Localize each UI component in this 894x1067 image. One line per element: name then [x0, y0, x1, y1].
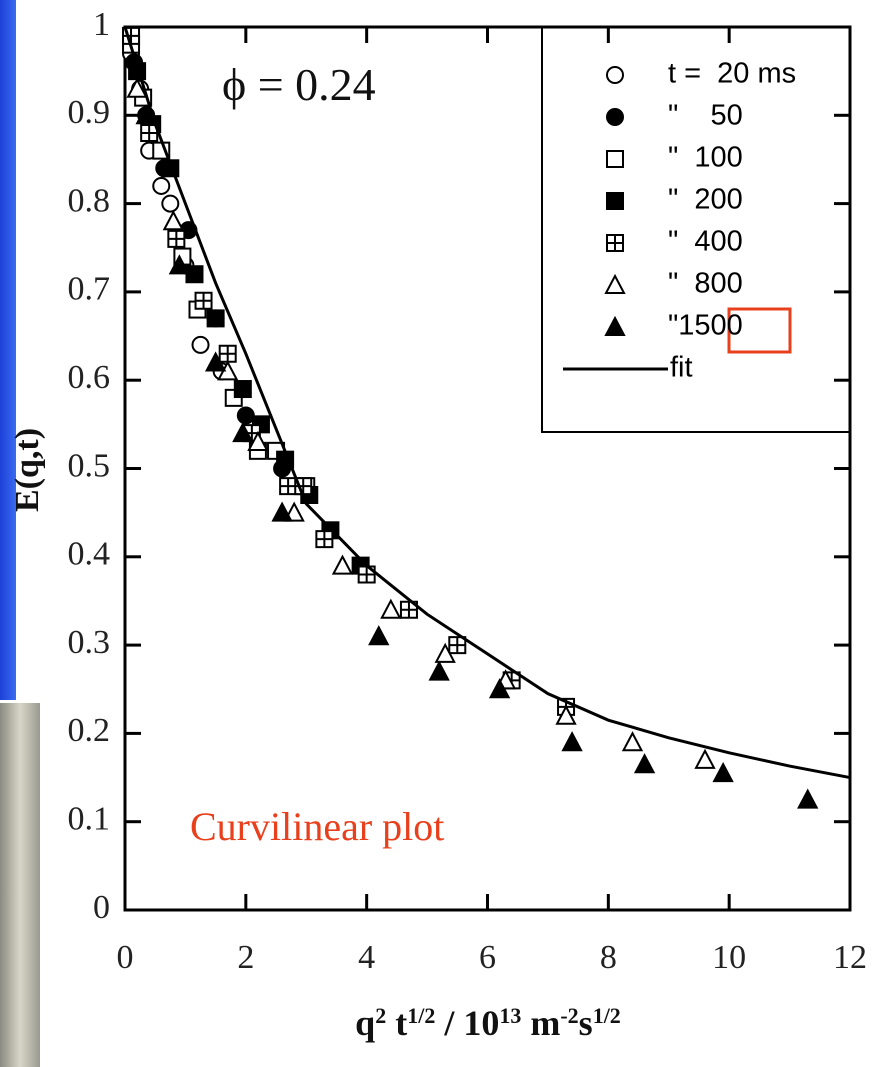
data-point [488, 678, 511, 699]
x-axis-label: q2 t1/2 / 1013 m-2s1/2 [355, 1003, 621, 1044]
legend-label: fit [670, 352, 693, 384]
data-point [434, 642, 456, 663]
x-label-part: t [386, 1003, 407, 1043]
data-point [621, 731, 644, 752]
data-point [368, 625, 390, 646]
data-point [712, 761, 734, 783]
x-label-part: / 10 [435, 1003, 499, 1043]
photo-fragment [0, 703, 40, 1067]
legend-label: " 100 [668, 142, 743, 174]
data-point [206, 309, 225, 328]
legend-label: "1500 [668, 310, 743, 342]
data-point [126, 77, 148, 98]
data-point [633, 753, 656, 774]
data-point [204, 351, 227, 372]
data-point [233, 380, 252, 399]
data-point [135, 104, 157, 125]
x-label-part: q [355, 1003, 375, 1043]
data-point [399, 600, 418, 619]
data-point [167, 229, 186, 248]
data-point [555, 704, 577, 725]
y-tick-label: 0.6 [68, 359, 111, 396]
y-tick-label: 0.5 [68, 447, 111, 484]
x-label-part: 2 [375, 1003, 386, 1028]
data-point [152, 176, 171, 195]
x-tick-label: 0 [117, 939, 134, 976]
x-label-part: 13 [499, 1003, 521, 1028]
legend-marker [606, 234, 624, 252]
data-point [247, 430, 269, 452]
legend-marker [604, 273, 626, 294]
data-point [315, 530, 334, 549]
legend-marker [606, 108, 624, 126]
y-tick-label: 0.7 [68, 271, 111, 308]
y-tick-label: 0.9 [68, 94, 111, 131]
y-tick-label: 0 [93, 889, 110, 926]
data-point [168, 254, 191, 275]
x-label-part: m [521, 1003, 560, 1043]
curvilinear-annotation: Curvilinear plot [190, 804, 444, 849]
x-tick-label: 2 [237, 939, 254, 976]
y-tick-label: 0.4 [68, 536, 111, 573]
x-tick-label: 12 [833, 939, 867, 976]
x-tick-label: 10 [712, 939, 746, 976]
data-point [271, 501, 293, 522]
y-tick-label: 0.2 [68, 712, 111, 749]
data-point [448, 636, 467, 655]
data-point [236, 406, 255, 425]
x-tick-label: 4 [358, 939, 375, 976]
y-tick-label: 0.3 [68, 624, 111, 661]
slide-strip [0, 0, 16, 700]
data-point [428, 660, 450, 681]
legend-label: " 400 [668, 226, 743, 258]
legend-label: t = 20 ms [668, 58, 796, 90]
x-tick-label: 8 [600, 939, 617, 976]
data-point [694, 748, 716, 769]
legend-label: " 50 [668, 100, 743, 132]
data-point [279, 477, 298, 496]
data-point [194, 291, 213, 310]
data-point [797, 788, 819, 809]
highlight-box [727, 307, 792, 354]
y-axis-label: E(q,t) [9, 428, 46, 512]
data-point [191, 335, 210, 354]
x-tick-label: 6 [479, 939, 496, 976]
data-point [140, 123, 159, 142]
data-point [561, 731, 583, 752]
data-point [162, 210, 184, 231]
y-tick-label: 1 [93, 6, 110, 43]
legend-label: " 200 [668, 184, 743, 216]
x-label-part: s [579, 1003, 593, 1043]
data-point [232, 422, 254, 443]
y-tick-label: 0.1 [68, 800, 111, 837]
x-label-part: 1/2 [593, 1003, 621, 1028]
legend-label: " 800 [668, 268, 743, 300]
x-label-part: -2 [560, 1003, 578, 1028]
data-point [161, 194, 180, 213]
y-tick-label: 0.8 [68, 182, 111, 219]
legend-marker [606, 192, 624, 210]
x-label-part: 1/2 [407, 1003, 435, 1028]
data-point [218, 344, 237, 363]
fit-line [123, 26, 851, 780]
data-point [380, 598, 402, 619]
legend-marker [606, 150, 624, 168]
data-point [331, 554, 354, 575]
legend-marker [606, 66, 624, 84]
phi-annotation: ϕ = 0.24 [222, 59, 376, 110]
legend-marker [604, 315, 626, 336]
legend-box [541, 26, 851, 433]
